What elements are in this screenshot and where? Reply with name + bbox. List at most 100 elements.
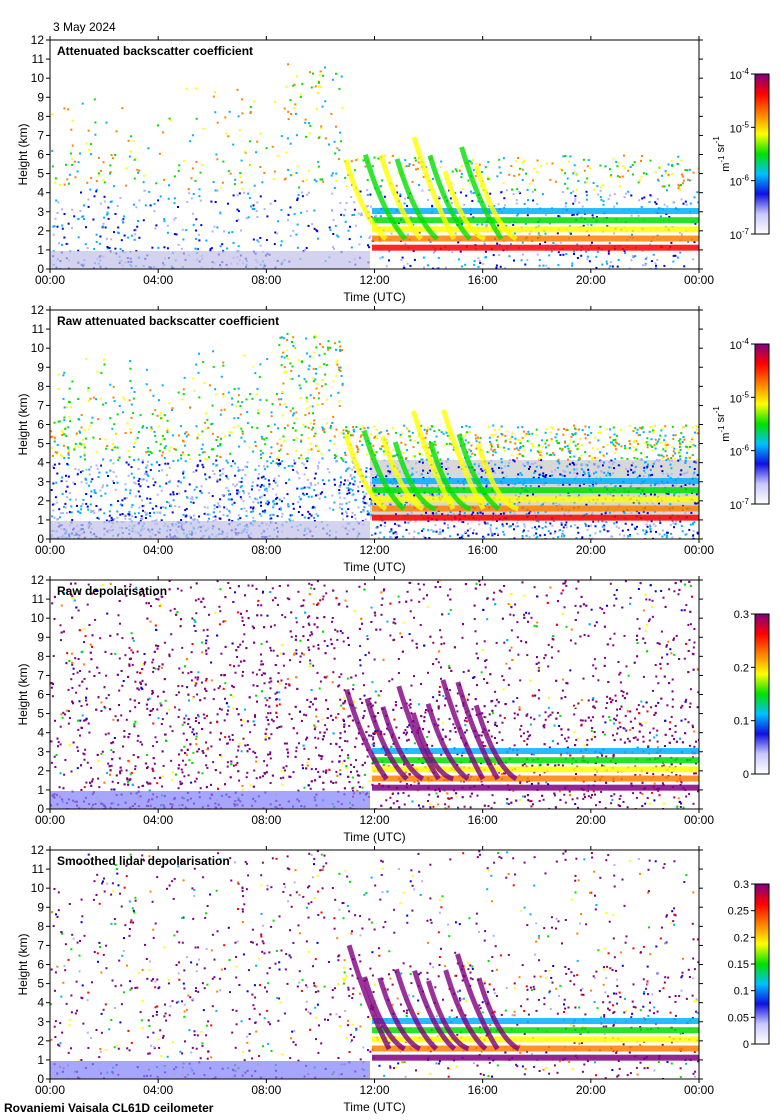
tick-base: 10: [730, 177, 742, 189]
y-tick-label: 12: [31, 573, 45, 587]
colorbar-gradient: [754, 343, 770, 505]
colorbar-tick-label: 10-6: [730, 174, 750, 189]
y-tick-label: 7: [37, 128, 44, 142]
y-tick-label: 8: [37, 649, 44, 663]
colorbar-tick-label: 10-4: [730, 337, 750, 352]
x-tick-label: 20:00: [576, 273, 606, 287]
colorbar: 0.3 0.2 0.1 0: [734, 609, 770, 781]
y-tick-label: 12: [31, 33, 45, 47]
y-tick-label: 3: [37, 475, 44, 489]
colorbar-gradient: [754, 73, 770, 235]
x-tick-label: 20:00: [576, 543, 606, 557]
y-tick-label: 3: [37, 745, 44, 759]
colorbar-tick-label: 0.1: [734, 716, 749, 728]
x-tick-label: 00:00: [684, 1083, 714, 1097]
x-axis-label: Time (UTC): [343, 290, 405, 304]
colorbar: 10-410-510-610-7m-1sr-1: [712, 67, 770, 242]
colorbar-gradient: [754, 883, 770, 1045]
heatmap-field: [50, 850, 699, 1079]
tick-base: 10: [730, 340, 742, 352]
colorbar-tick-label: 10-6: [730, 444, 750, 459]
y-tick-label: 2: [37, 764, 44, 778]
y-tick-label: 8: [37, 109, 44, 123]
instrument-label: Rovaniemi Vaisala CL61D ceilometer: [4, 1101, 214, 1115]
colorbar-tick-label: 10-4: [730, 67, 750, 82]
y-tick-label: 6: [37, 688, 44, 702]
x-tick-label: 04:00: [143, 273, 173, 287]
y-tick-label: 10: [31, 341, 45, 355]
unit-base: sr: [715, 143, 727, 153]
date-label: 3 May 2024: [53, 20, 116, 34]
x-tick-label: 00:00: [684, 543, 714, 557]
y-tick-label: 0: [37, 802, 44, 816]
y-tick-label: 11: [32, 592, 45, 606]
x-tick-label: 04:00: [143, 543, 173, 557]
unit-exponent: -1: [717, 155, 726, 163]
tick-exponent: -4: [742, 67, 750, 76]
heatmap-field: [50, 580, 699, 809]
colorbar-unit: m-1sr-1: [712, 136, 732, 172]
x-tick-label: 00:00: [684, 813, 714, 827]
tick-base: 10: [730, 123, 742, 135]
y-tick-label: 12: [31, 843, 45, 857]
colorbar-tick-label: 10-7: [730, 227, 750, 242]
x-tick-label: 16:00: [468, 543, 498, 557]
tick-base: 10: [730, 447, 742, 459]
x-tick-label: 12:00: [359, 813, 389, 827]
y-tick-label: 4: [37, 726, 44, 740]
colorbar-tick-label: 0.2: [734, 662, 749, 674]
y-tick-label: 8: [37, 919, 44, 933]
colorbar-unit: m-1sr-1: [712, 406, 732, 442]
y-axis-label: Height (km): [16, 123, 30, 185]
x-tick-label: 00:00: [35, 273, 65, 287]
y-tick-label: 7: [37, 398, 44, 412]
colorbar-tick-label: 0.25: [728, 906, 749, 918]
tick-base: 10: [730, 500, 742, 512]
colorbar-tick-label: 0.05: [728, 1012, 749, 1024]
colorbar-tick-label: 0.2: [734, 932, 749, 944]
y-tick-label: 4: [37, 186, 44, 200]
x-tick-label: 16:00: [468, 1083, 498, 1097]
colorbar-tick-label: 0: [743, 769, 749, 781]
y-tick-label: 0: [37, 1072, 44, 1086]
y-tick-label: 5: [37, 707, 44, 721]
y-tick-label: 5: [37, 437, 44, 451]
y-tick-label: 6: [37, 958, 44, 972]
x-tick-label: 12:00: [359, 1083, 389, 1097]
unit-base: m: [720, 163, 732, 172]
y-tick-label: 7: [37, 668, 44, 682]
x-tick-label: 16:00: [468, 813, 498, 827]
unit-base: sr: [715, 413, 727, 423]
colorbar-tick-label: 0.3: [734, 879, 749, 891]
y-tick-label: 1: [37, 1053, 44, 1067]
y-tick-label: 10: [31, 71, 45, 85]
y-tick-label: 11: [32, 862, 45, 876]
y-tick-label: 6: [37, 148, 44, 162]
panel-title: Raw depolarisation: [57, 584, 167, 598]
y-tick-label: 3: [37, 1015, 44, 1029]
x-tick-label: 16:00: [468, 273, 498, 287]
y-tick-label: 4: [37, 996, 44, 1010]
tick-exponent: -6: [742, 444, 750, 453]
colorbar: 10-410-510-610-7m-1sr-1: [712, 337, 770, 512]
y-tick-label: 8: [37, 379, 44, 393]
tick-base: 10: [730, 393, 742, 405]
colorbar-tick-label: 0: [743, 1039, 749, 1051]
colorbar-tick-label: 0.1: [734, 986, 749, 998]
x-tick-label: 00:00: [35, 813, 65, 827]
y-tick-label: 2: [37, 224, 44, 238]
y-tick-label: 0: [37, 262, 44, 276]
y-axis-label: Height (km): [16, 933, 30, 995]
colorbar-tick-label: 10-5: [730, 120, 750, 135]
y-tick-label: 10: [31, 881, 45, 895]
x-tick-label: 00:00: [684, 273, 714, 287]
tick-exponent: -6: [742, 174, 750, 183]
unit-base: m: [720, 433, 732, 442]
x-axis-label: Time (UTC): [343, 830, 405, 844]
